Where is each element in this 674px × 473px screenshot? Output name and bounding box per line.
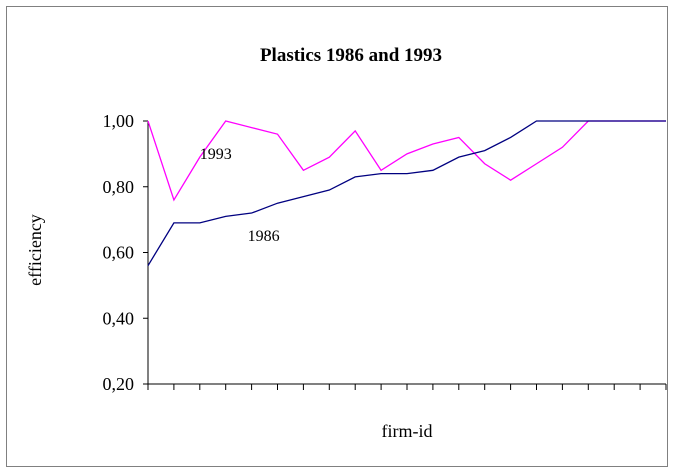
series-line-1993 [147, 120, 666, 202]
y-tick-label: 0,40 [103, 308, 135, 328]
y-tick-label: 1,00 [103, 111, 135, 131]
series-labels: 1993 1986 [200, 146, 280, 245]
y-tick-label: 0,80 [103, 177, 135, 197]
y-tick-label: 0,60 [103, 243, 135, 263]
chart-frame [6, 6, 668, 467]
series-label-1993: 1993 [200, 146, 232, 163]
chart-title: Plastics 1986 and 1993 [260, 45, 442, 66]
series-lines [147, 120, 666, 266]
x-axis-title: firm-id [382, 421, 433, 441]
series-line-1986 [147, 120, 666, 266]
series-label-1986: 1986 [248, 228, 280, 245]
axes: 0,20 0,40 0,60 0,80 1,00 [103, 111, 667, 394]
y-tick-label: 0,20 [103, 374, 135, 394]
y-axis-title: efficiency [25, 214, 45, 286]
